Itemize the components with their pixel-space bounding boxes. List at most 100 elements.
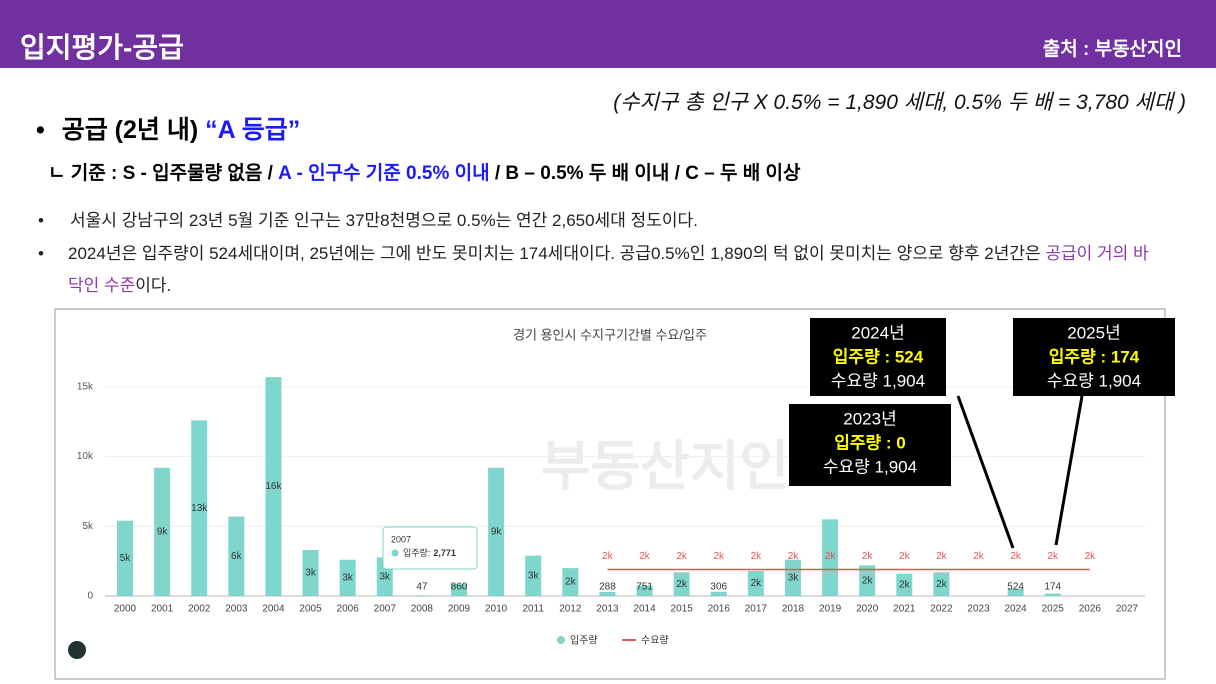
value-label: 2k — [899, 579, 911, 590]
dot: • — [38, 244, 44, 263]
x-tick-label: 2019 — [819, 604, 842, 615]
callout-pointer — [956, 395, 1015, 549]
demand-label: 2k — [862, 551, 874, 562]
header-bar — [0, 0, 1216, 68]
x-tick-label: 2007 — [374, 604, 397, 615]
x-tick-label: 2006 — [337, 604, 360, 615]
demand-label: 2k — [1047, 551, 1059, 562]
bar — [339, 559, 356, 596]
bullet-1: • 서울시 강남구의 23년 5월 기준 인구는 37만8천명으로 0.5%는 연… — [38, 211, 698, 230]
bar — [1007, 588, 1024, 596]
x-tick-label: 2011 — [522, 604, 544, 615]
value-label: 288 — [599, 582, 616, 593]
criteria: ㄴ 기준 : S - 입주물량 없음 / A - 인구수 기준 0.5% 이내 … — [48, 158, 801, 185]
x-tick-label: 2002 — [188, 604, 211, 615]
bullet-text: 서울시 강남구의 23년 5월 기준 인구는 37만8천명으로 0.5%는 연간… — [69, 211, 698, 230]
tail: 이다. — [135, 276, 172, 295]
x-tick-label: 2018 — [782, 604, 805, 615]
chart-title: 경기 용인시 수지구기간별 수요/입주 — [513, 327, 707, 342]
bar — [710, 591, 727, 596]
crit3: / B – 0.5% 두 배 이내 / C – 두 배 이상 — [494, 163, 801, 184]
demand-label: 2k — [973, 551, 985, 562]
bar — [933, 572, 950, 596]
tooltip-box — [382, 526, 478, 570]
x-tick-label: 2025 — [1042, 604, 1065, 615]
header-title: 입지평가-공급 — [20, 32, 184, 63]
bar — [525, 555, 542, 596]
tooltip-year: 2007 — [391, 534, 411, 544]
x-tick-label: 2003 — [225, 604, 248, 615]
value-label: 751 — [636, 582, 653, 593]
x-tick-label: 2013 — [596, 604, 619, 615]
callout-demand: 수요량 1,904 — [1047, 371, 1141, 390]
bullet-text: 2024년은 입주량이 524세대이며, 25년에는 그에 반도 못미치는 17… — [68, 244, 1041, 263]
bar — [154, 467, 171, 596]
value-label: 9k — [157, 527, 169, 538]
bar — [636, 585, 653, 596]
watermark: 부동산지인 — [541, 436, 789, 496]
demand-label: 2k — [602, 551, 614, 562]
demand-label: 2k — [751, 551, 763, 562]
value-label: 9k — [491, 527, 503, 538]
y-tick-label: 15k — [77, 382, 94, 393]
callout-pointer — [1054, 395, 1084, 546]
callout-year: 2025년 — [1067, 323, 1120, 342]
tooltip-dot — [391, 549, 399, 557]
demand-label: 2k — [676, 551, 688, 562]
y-tick-label: 0 — [87, 591, 93, 602]
x-tick-label: 2026 — [1079, 604, 1102, 615]
x-tick-label: 2008 — [411, 604, 434, 615]
x-tick-label: 2012 — [559, 604, 582, 615]
crit1: 기준 : S - 입주물량 없음 / — [70, 163, 273, 184]
value-label: 3k — [528, 570, 540, 581]
bullet: • — [36, 116, 45, 144]
callout-demand: 수요량 1,904 — [831, 371, 925, 390]
bar — [265, 377, 282, 596]
legend-swatch — [557, 636, 565, 644]
header-source: 출처 : 부동산지인 — [1042, 39, 1182, 60]
callout-supply: 입주량 : 524 — [833, 347, 924, 366]
bullet-2: • 2024년은 입주량이 524세대이며, 25년에는 그에 반도 못미치는 1… — [38, 238, 1158, 302]
x-tick-label: 2001 — [151, 604, 174, 615]
value-label: 5k — [120, 553, 132, 564]
callout-box — [789, 404, 951, 486]
bar — [822, 519, 839, 596]
bar — [859, 565, 876, 596]
y-tick-label: 10k — [77, 451, 94, 462]
x-tick-label: 2022 — [930, 604, 953, 615]
tooltip-label: 입주량: — [403, 547, 430, 558]
demand-label: 2k — [1010, 551, 1022, 562]
callout-demand: 수요량 1,904 — [823, 457, 917, 476]
callout-year: 2023년 — [843, 409, 896, 428]
formula: (수지구 총 인구 X 0.5% = 1,890 세대, 0.5% 두 배 = … — [613, 91, 1186, 114]
legend-label: 입주량 — [570, 634, 598, 647]
demand-label: 2k — [713, 551, 725, 562]
value-label: 2k — [676, 579, 688, 590]
grade: “A 등급” — [205, 116, 301, 144]
bar — [228, 516, 245, 596]
value-label: 3k — [342, 573, 354, 584]
tooltip-value: 2,771 — [433, 548, 456, 558]
heading-text: 공급 (2년 내) — [61, 116, 199, 144]
x-tick-label: 2021 — [893, 604, 916, 615]
value-label: 47 — [416, 582, 428, 593]
crit2: A - 인구수 기준 0.5% 이내 — [278, 163, 490, 184]
bar — [673, 572, 690, 596]
x-tick-label: 2027 — [1116, 604, 1139, 615]
x-tick-label: 2014 — [633, 604, 656, 615]
x-tick-label: 2010 — [485, 604, 508, 615]
tooltip-text: 입주량: 2,771 — [403, 547, 456, 558]
value-label: 524 — [1007, 582, 1024, 593]
value-label: 2k — [936, 579, 948, 590]
x-tick-label: 2015 — [671, 604, 694, 615]
callout-box — [1013, 318, 1175, 396]
callout-supply: 입주량 : 174 — [1049, 347, 1140, 366]
prefix: ㄴ — [48, 163, 66, 184]
value-label: 2k — [751, 578, 763, 589]
value-label: 2k — [862, 575, 874, 586]
demand-label: 2k — [788, 551, 800, 562]
y-tick-label: 5k — [82, 521, 94, 532]
value-label: 2k — [565, 577, 577, 588]
bar — [1044, 593, 1061, 596]
callout-box — [810, 318, 946, 396]
